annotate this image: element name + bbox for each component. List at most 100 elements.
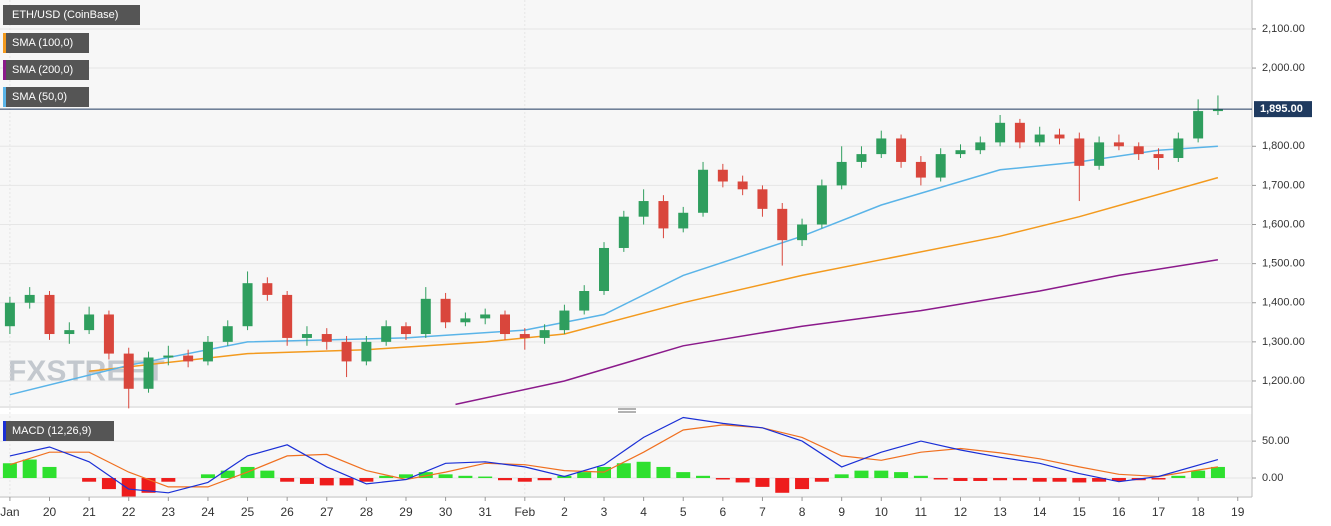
macd-histogram-bar bbox=[1151, 478, 1166, 480]
x-tick-label: 16 bbox=[1112, 505, 1126, 519]
candle-body bbox=[301, 334, 312, 338]
macd-histogram-bar bbox=[299, 478, 314, 484]
x-tick-label: Feb bbox=[514, 505, 535, 519]
candle-body bbox=[1074, 138, 1085, 166]
x-tick-label: 29 bbox=[399, 505, 413, 519]
last-price-label: 1,895.00 bbox=[1260, 103, 1303, 115]
y2-tick-label: 50.00 bbox=[1262, 435, 1290, 447]
candle-body bbox=[84, 314, 95, 331]
macd-histogram-bar bbox=[280, 478, 295, 482]
candle-body bbox=[975, 142, 986, 151]
macd-histogram-bar bbox=[1171, 475, 1186, 479]
candle-body bbox=[460, 318, 471, 323]
candle-body bbox=[519, 334, 530, 338]
candle-body bbox=[955, 150, 966, 155]
legend-label: SMA (100,0) bbox=[12, 37, 73, 49]
x-tick-label: 28 bbox=[360, 505, 374, 519]
legend-item[interactable]: MACD (12,26,9) bbox=[3, 421, 114, 441]
legend-item[interactable]: SMA (50,0) bbox=[3, 87, 89, 107]
sma-line bbox=[89, 176, 1219, 372]
y-tick-label: 1,200.00 bbox=[1262, 375, 1305, 387]
x-tick-label: 10 bbox=[875, 505, 889, 519]
macd-histogram-bar bbox=[101, 478, 116, 490]
macd-histogram-bar bbox=[795, 478, 810, 490]
macd-histogram-bar bbox=[537, 478, 552, 481]
x-tick-label: 8 bbox=[799, 505, 806, 519]
candle-body bbox=[1153, 154, 1164, 159]
macd-histogram-bar bbox=[220, 470, 235, 479]
macd-histogram-bar bbox=[755, 478, 770, 487]
y-tick-label: 1,800.00 bbox=[1262, 140, 1305, 152]
candle-body bbox=[361, 341, 372, 362]
macd-histogram-bar bbox=[656, 466, 671, 479]
legend-label: SMA (50,0) bbox=[12, 91, 67, 103]
x-tick-label: 4 bbox=[640, 505, 647, 519]
macd-histogram-bar bbox=[854, 470, 869, 479]
candle-body bbox=[678, 212, 689, 229]
x-tick-label: 6 bbox=[719, 505, 726, 519]
legend-box bbox=[3, 60, 89, 80]
last-price-tag bbox=[1254, 101, 1312, 118]
macd-histogram-bar bbox=[973, 478, 988, 481]
x-tick-label: 24 bbox=[201, 505, 215, 519]
candle-body bbox=[1094, 142, 1105, 166]
macd-histogram-bar bbox=[497, 478, 512, 481]
macd-line bbox=[9, 416, 1219, 494]
legend-label: MACD (12,26,9) bbox=[12, 425, 91, 437]
macd-histogram-bar bbox=[577, 472, 592, 479]
legend-box bbox=[3, 5, 140, 25]
candle-body bbox=[995, 122, 1006, 143]
legend-item[interactable]: SMA (200,0) bbox=[3, 60, 89, 80]
macd-histogram-bar bbox=[1052, 478, 1067, 482]
candle-body bbox=[1054, 134, 1065, 139]
x-tick-label: 9 bbox=[838, 505, 845, 519]
macd-histogram-bar bbox=[161, 478, 176, 482]
legend-item[interactable]: SMA (100,0) bbox=[3, 33, 89, 53]
legend-box bbox=[3, 87, 89, 107]
y-tick-label: 2,000.00 bbox=[1262, 62, 1305, 74]
candle-body bbox=[698, 169, 709, 213]
macd-histogram-bar bbox=[834, 474, 849, 479]
x-tick-label: 14 bbox=[1033, 505, 1047, 519]
macd-signal-line bbox=[9, 424, 1218, 488]
candle-body bbox=[816, 185, 827, 225]
candle-body bbox=[163, 355, 174, 358]
candle-body bbox=[836, 161, 847, 186]
y-tick-label: 1,700.00 bbox=[1262, 179, 1305, 191]
x-tick-label: 19 bbox=[1231, 505, 1245, 519]
resize-handle[interactable] bbox=[618, 408, 636, 413]
macd-histogram-bar bbox=[636, 461, 651, 479]
candle-body bbox=[143, 357, 154, 389]
candle-body bbox=[440, 298, 451, 323]
y2-tick-label: 0.00 bbox=[1262, 472, 1283, 484]
legend-swatch bbox=[3, 33, 6, 53]
macd-histogram-bar bbox=[517, 478, 532, 482]
candle-body bbox=[1173, 138, 1184, 159]
macd-histogram-bar bbox=[1032, 478, 1047, 482]
macd-histogram-bar bbox=[993, 478, 1008, 481]
x-tick-label: 27 bbox=[320, 505, 334, 519]
macd-histogram-bar bbox=[339, 478, 354, 486]
legend-swatch bbox=[3, 87, 6, 107]
macd-histogram-bar bbox=[953, 478, 968, 481]
macd-histogram-bar bbox=[478, 476, 493, 479]
x-tick-label: 11 bbox=[915, 505, 928, 519]
x-tick-label: 23 bbox=[162, 505, 176, 519]
x-tick-label: 17 bbox=[1152, 505, 1166, 519]
y-tick-label: 1,400.00 bbox=[1262, 297, 1305, 309]
candle-body bbox=[420, 298, 431, 335]
legend-item[interactable]: ETH/USD (CoinBase) bbox=[3, 5, 140, 25]
macd-histogram-bar bbox=[1092, 478, 1107, 482]
candle-body bbox=[658, 201, 669, 229]
candle-body bbox=[321, 334, 332, 342]
candle-body bbox=[935, 154, 946, 178]
macd-histogram-bar bbox=[913, 475, 928, 479]
macd-histogram-bar bbox=[676, 472, 691, 479]
macd-histogram-bar bbox=[438, 474, 453, 479]
x-tick-label: 15 bbox=[1073, 505, 1087, 519]
candle-body bbox=[183, 355, 194, 362]
candle-body bbox=[757, 189, 768, 209]
candle-body bbox=[856, 154, 867, 162]
macd-histogram-bar bbox=[1072, 478, 1087, 483]
legend-swatch bbox=[3, 421, 6, 441]
